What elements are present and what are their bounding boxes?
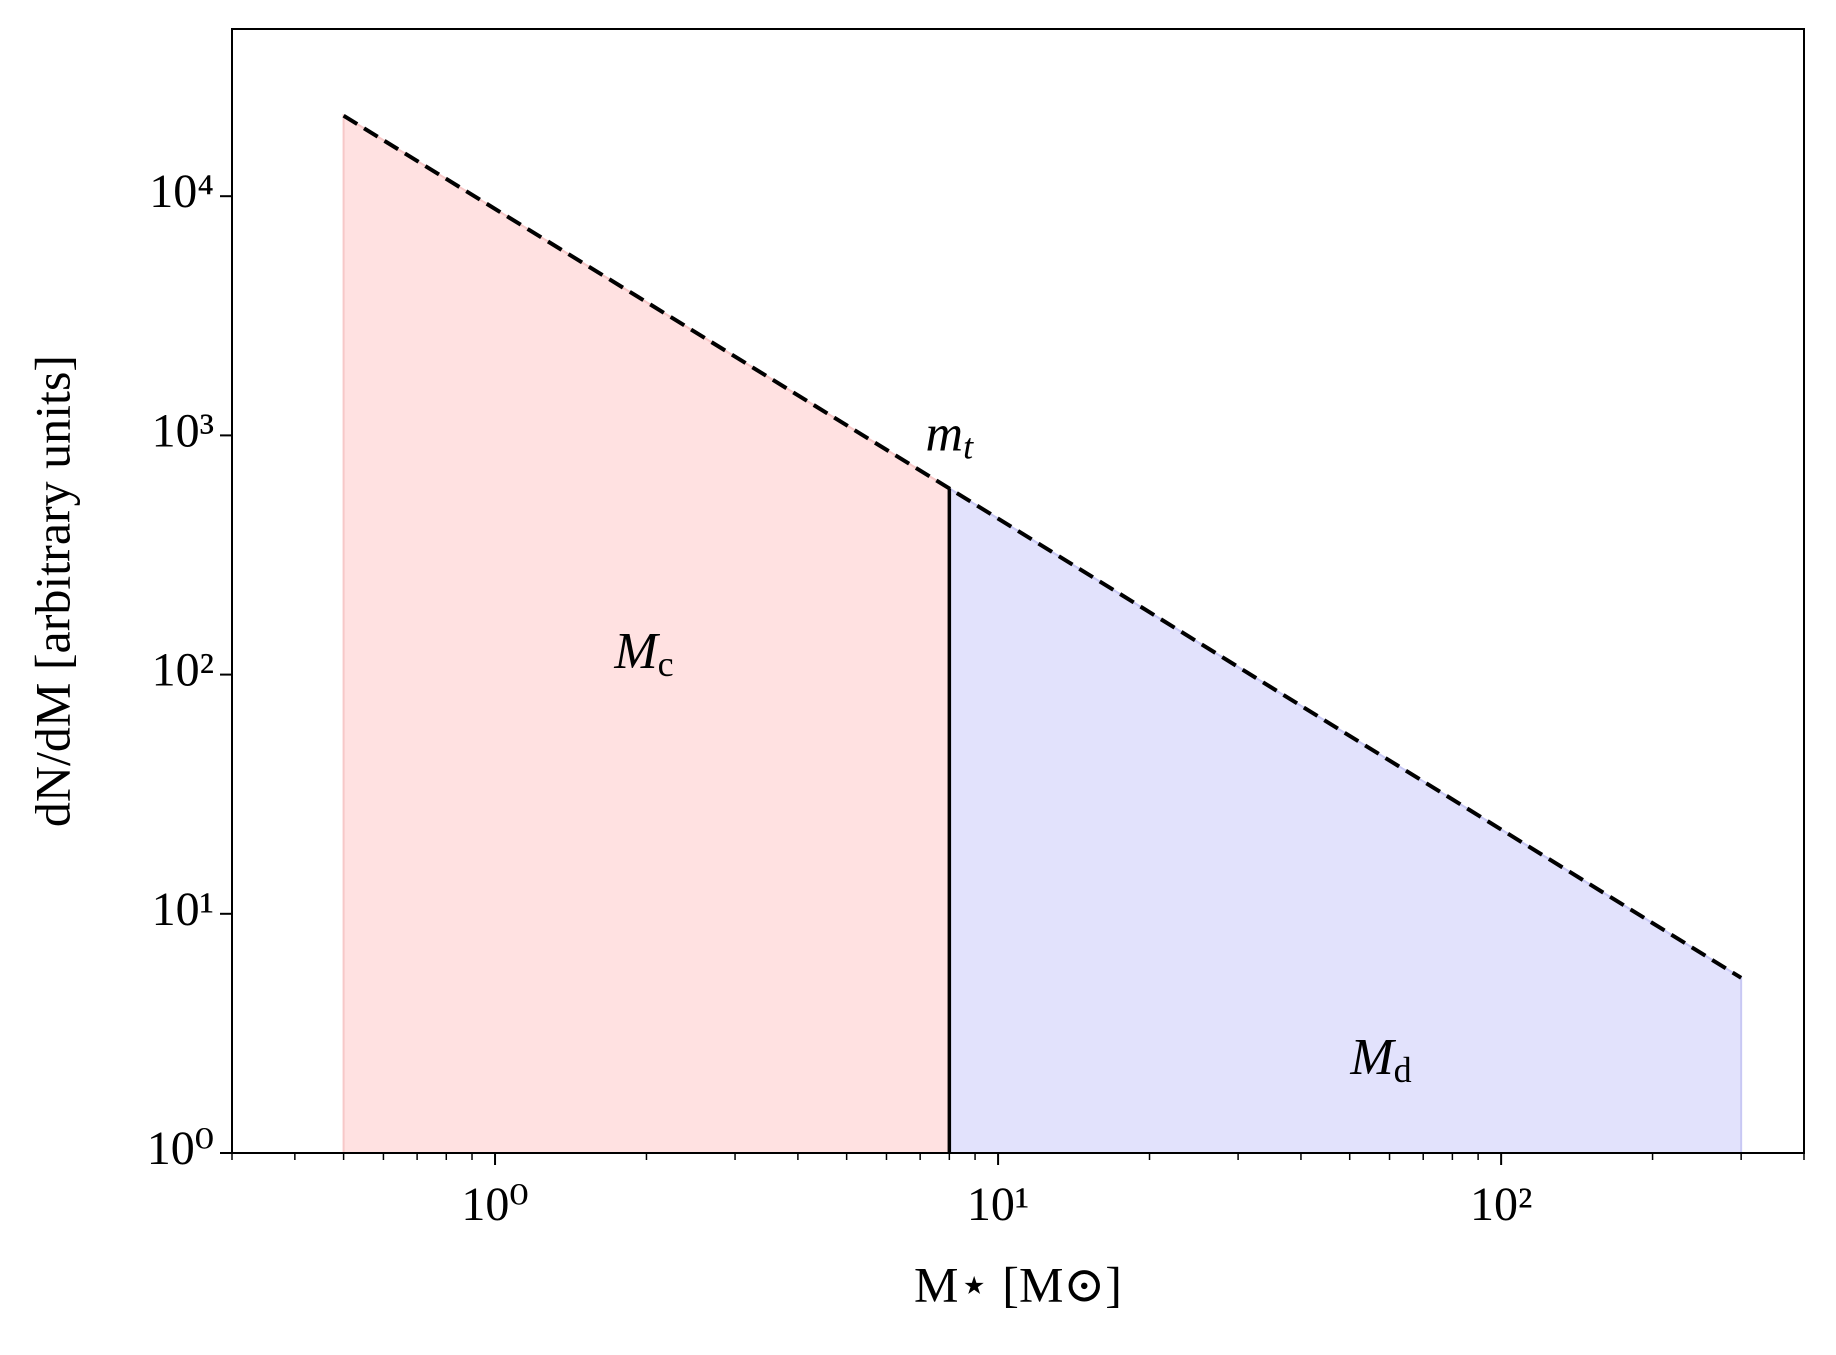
- threshold-label: mt: [926, 405, 975, 466]
- y-tick-label: 10³: [152, 404, 214, 457]
- x-tick-label: 10²: [1470, 1178, 1532, 1231]
- y-tick-label: 10²: [152, 644, 214, 697]
- threshold-label-sub: t: [963, 427, 974, 467]
- threshold-label-main: m: [926, 405, 964, 462]
- power-law-line: [342, 114, 1743, 980]
- area-label: Md: [1349, 1029, 1411, 1090]
- area: [948, 486, 1743, 1154]
- area-label-sub: d: [1394, 1050, 1412, 1090]
- x-tick-label: 10¹: [967, 1178, 1029, 1231]
- area-label: Mc: [613, 623, 673, 684]
- area-label-main: M: [1349, 1029, 1396, 1086]
- y-tick-label: 10⁴: [149, 165, 214, 218]
- y-tick-label: 10⁰: [147, 1122, 214, 1175]
- x-tick-label: 10⁰: [461, 1178, 528, 1231]
- y-tick-label: 10¹: [152, 883, 214, 936]
- y-axis-label: dN/dM [arbitrary units]: [24, 355, 80, 827]
- area-label-sub: c: [658, 644, 674, 684]
- x-axis-label: M⋆ [M⊙]: [914, 1256, 1122, 1312]
- area-label-main: M: [613, 623, 660, 680]
- plot-frame: [231, 28, 1805, 1154]
